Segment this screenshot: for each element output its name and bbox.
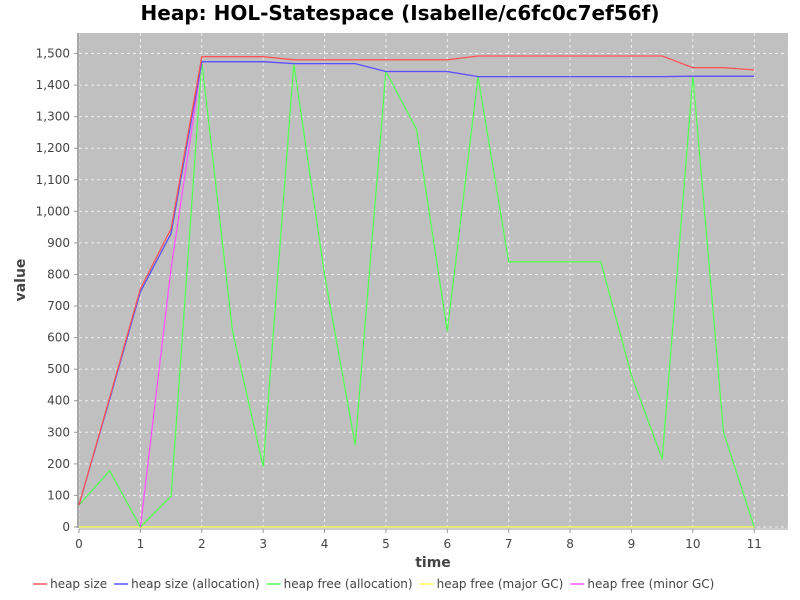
y-tick-label: 800: [47, 267, 70, 281]
x-tick-label: 10: [685, 537, 700, 551]
series-line-heap-free-allocation: [78, 61, 755, 529]
x-axis-label: time: [415, 555, 451, 571]
series-line-heap-size: [78, 55, 755, 506]
chart-title: Heap: HOL-Statespace (Isabelle/c6fc0c7ef…: [141, 1, 660, 25]
plot-area: [79, 33, 788, 528]
y-tick-label: 0: [62, 520, 70, 534]
legend-label: heap size: [50, 577, 107, 591]
y-tick-label: 700: [47, 299, 70, 313]
x-tick-label: 11: [747, 537, 762, 551]
legend-label: heap free (minor GC): [587, 577, 714, 591]
y-tick-label: 900: [47, 236, 70, 250]
y-tick-label: 1,500: [36, 47, 70, 61]
legend-label: heap free (allocation): [284, 577, 413, 591]
x-tick-label: 3: [259, 537, 267, 551]
y-tick-label: 1,400: [36, 78, 70, 92]
x-tick-label: 0: [75, 537, 83, 551]
y-tick-label: 200: [47, 457, 70, 471]
x-tick-label: 7: [505, 537, 513, 551]
y-tick-label: 500: [47, 362, 70, 376]
y-tick-label: 600: [47, 331, 70, 345]
x-tick-label: 2: [198, 537, 206, 551]
x-tick-label: 4: [321, 537, 329, 551]
y-tick-label: 400: [47, 394, 70, 408]
y-tick-label: 1,200: [36, 141, 70, 155]
y-tick-label: 1,300: [36, 110, 70, 124]
x-tick-label: 8: [566, 537, 574, 551]
legend-label: heap size (allocation): [131, 577, 260, 591]
series-line-heap-size-allocation: [78, 61, 755, 506]
x-tick-label: 1: [137, 537, 145, 551]
y-tick-label: 1,000: [36, 204, 70, 218]
y-axis-label: value: [13, 259, 29, 302]
x-tick-label: 5: [382, 537, 390, 551]
y-tick-label: 1,100: [36, 173, 70, 187]
y-tick-label: 300: [47, 425, 70, 439]
x-tick-label: 6: [443, 537, 451, 551]
legend-label: heap free (major GC): [437, 577, 564, 591]
legend: heap size heap size (allocation) heap free…: [33, 577, 714, 591]
x-tick-label: 9: [628, 537, 636, 551]
y-tick-label: 100: [47, 488, 70, 502]
